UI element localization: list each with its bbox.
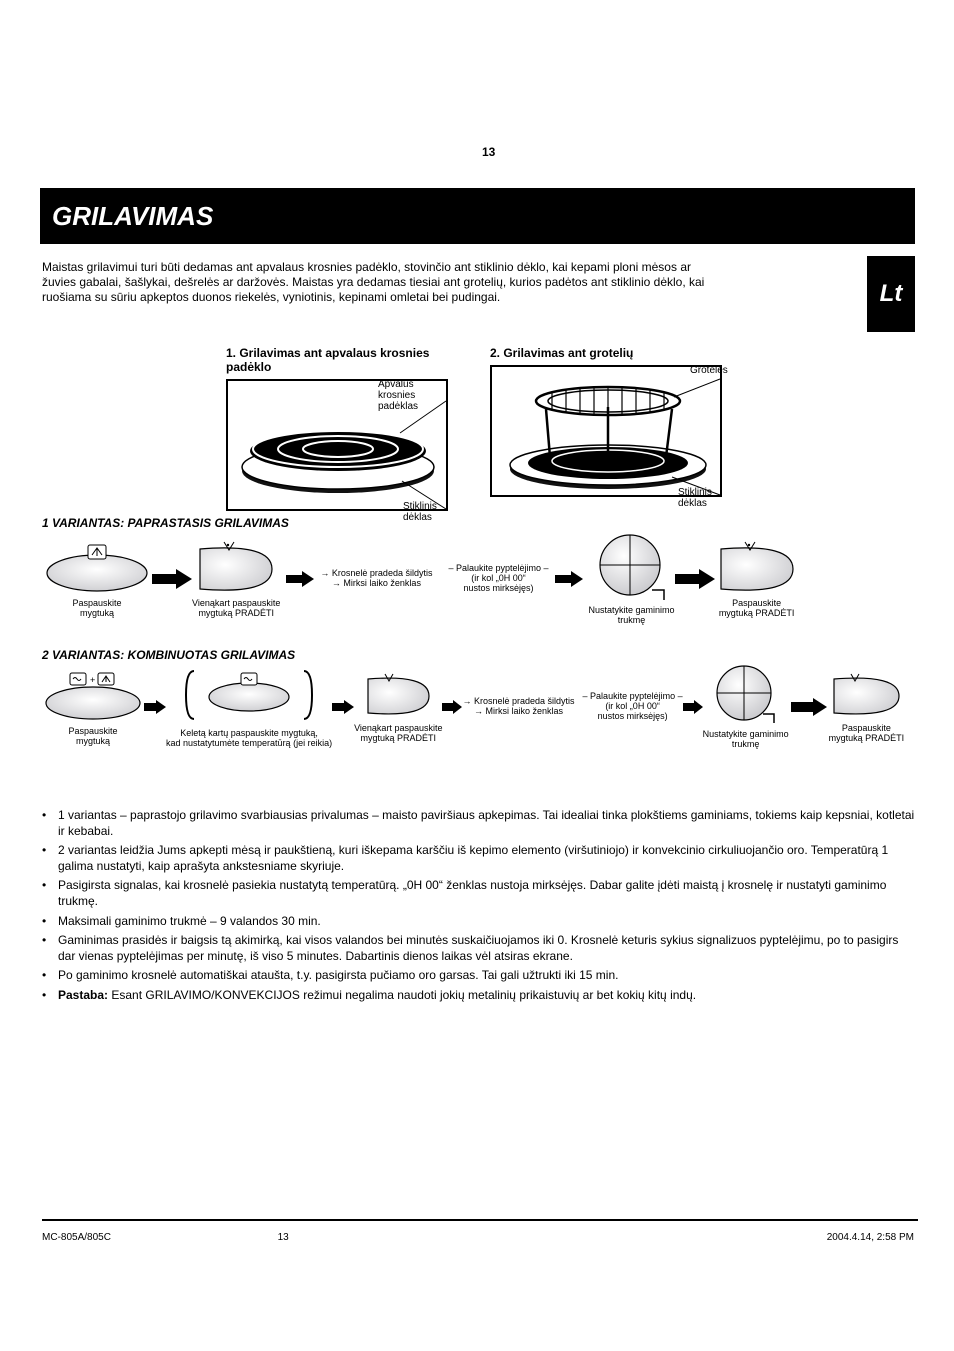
start-button-icon <box>194 539 278 595</box>
seq1-step4: – Palaukite pyptelėjimo – (ir kol „0H 00… <box>448 551 548 607</box>
bullet-dot: • <box>42 933 52 968</box>
language-tab: Lt <box>867 256 915 332</box>
sequence-1-title: 1 VARIANTAS: PAPRASTASIS GRILAVIMAS <box>42 516 918 530</box>
bullet-4: Maksimali gaminimo trukmė – 9 valandos 3… <box>58 914 321 930</box>
arrow-icon <box>789 698 829 716</box>
arrow-icon <box>280 571 320 587</box>
intro-paragraph: Maistas grilavimui turi būti dedamas ant… <box>42 260 712 305</box>
bullet-7-note: Pastaba: <box>58 988 108 1002</box>
seq2-step1-l2: mygtuką <box>68 737 117 747</box>
seq1-step5: Nustatykite gaminimo trukmę <box>589 532 675 626</box>
bullet-dot: • <box>42 988 52 1008</box>
seq1-step2: Vienąkart paspauskite mygtuką PRADĖTI <box>192 539 280 619</box>
sequence-1: 1 VARIANTAS: PAPRASTASIS GRILAVIMAS Pasp… <box>42 516 918 626</box>
seq1-step1: Paspauskite mygtuką <box>42 539 152 619</box>
footer-timestamp: 2004.4.14, 2:58 PM <box>827 1232 914 1243</box>
seq2-step2: Keletą kartų paspauskite mygtuką, kad nu… <box>166 665 332 749</box>
seq2-step5-l3: nustos mirksėjęs) <box>583 712 683 722</box>
section-title-bar: GRILAVIMAS <box>40 188 915 244</box>
arrow-icon <box>549 571 589 587</box>
grill-button-icon <box>42 539 152 595</box>
seq1-step5-l2: trukmę <box>589 616 675 626</box>
seq1-step3-l2: → Mirksi laiko ženklas <box>320 579 432 589</box>
bullet-1: 1 variantas – paprastojo grilavimo svarb… <box>58 808 918 839</box>
fig2-label-top: Grotelės <box>690 365 728 376</box>
seq1-step4-l3: nustos mirksėjęs) <box>448 584 548 594</box>
fig2-label-bottom: Stiklinis dėklas <box>678 487 720 509</box>
figure-1-caption: 1. Grilavimas ant apvalaus krosnies padė… <box>226 346 448 374</box>
sequence-2-title: 2 VARIANTAS: KOMBINUOTAS GRILAVIMAS <box>42 648 918 662</box>
bullet-dot: • <box>42 968 52 988</box>
bullet-7: Pastaba: Esant GRILAVIMO/KONVEKCIJOS rež… <box>58 988 696 1004</box>
figure-1: 1. Grilavimas ant apvalaus krosnies padė… <box>226 346 448 511</box>
page-number: 13 <box>482 145 495 159</box>
arrow-icon <box>683 700 703 714</box>
seq1-step6: Paspauskite mygtuką PRADĖTI <box>715 539 799 619</box>
seq2-step3-l2: mygtuką PRADĖTI <box>354 734 442 744</box>
seq2-step6-l2: trukmę <box>703 740 789 750</box>
bullet-2a: 2 variantas leidžia Jums apkepti mėsą ir… <box>58 843 639 857</box>
bullet-7c: indų. <box>670 988 696 1002</box>
seq1-step2-l2: mygtuką PRADĖTI <box>192 609 280 619</box>
bullet-5c: dienos laikas vėl atsiras ekrane. <box>403 949 573 963</box>
fig1-label-top: Apvalus krosnies padėklas <box>378 379 446 412</box>
sequence-2: 2 VARIANTAS: KOMBINUOTAS GRILAVIMAS + Pa… <box>42 648 918 750</box>
temp-button-bracket-icon <box>184 665 314 725</box>
seq1-step3: → Krosnelė pradeda šildytis → Mirksi lai… <box>320 551 432 607</box>
arrow-icon <box>675 569 715 589</box>
footer-divider <box>42 1219 918 1221</box>
seq2-step1: + Paspauskite mygtuką <box>42 667 144 747</box>
footer-model-text: MC-805A/805C <box>42 1232 111 1243</box>
bullet-5: Gaminimas prasidės ir baigsis tą akimirk… <box>58 933 918 964</box>
seq2-step3: Vienąkart paspauskite mygtuką PRADĖTI <box>354 670 442 744</box>
bullet-5a: Gaminimas prasidės ir baigsis tą akimirk… <box>58 933 657 947</box>
seq1-step6-l2: mygtuką PRADĖTI <box>719 609 795 619</box>
footer-page: 13 <box>278 1232 289 1243</box>
arrow-icon <box>332 700 354 714</box>
timer-dial-icon <box>597 532 667 602</box>
bullet-dot: • <box>42 914 52 934</box>
seq2-step6: Nustatykite gaminimo trukmę <box>703 664 789 750</box>
seq2-step5: – Palaukite pyptelėjimo – (ir kol „0H 00… <box>583 682 683 732</box>
seq2-step2-l2: kad nustatytumėte temperatūrą (jei reiki… <box>166 739 332 749</box>
bullet-list: •1 variantas – paprastojo grilavimo svar… <box>42 808 918 1008</box>
bullet-dot: • <box>42 878 52 913</box>
figure-2-caption: 2. Grilavimas ant grotelių <box>490 346 725 360</box>
footer-model: MC-805A/805C 13 <box>42 1232 289 1243</box>
seq2-step7: Paspauskite mygtuką PRADĖTI <box>829 670 905 744</box>
timer-dial-icon <box>715 664 777 726</box>
bullet-3: Pasigirsta signalas, kai krosnelė pasiek… <box>58 878 918 909</box>
bullet-dot: • <box>42 808 52 843</box>
arrow-icon <box>152 569 192 589</box>
seq2-step4-l2: → Mirksi laiko ženklas <box>462 707 574 717</box>
seq1-step1-l2: mygtuką <box>72 609 121 619</box>
bullet-6: Po gaminimo krosnelė automatiškai ataušt… <box>58 968 618 984</box>
figure-2: 2. Grilavimas ant grotelių <box>490 346 725 497</box>
seq2-step7-l2: mygtuką PRADĖTI <box>829 734 905 744</box>
rack-on-glass-icon <box>492 367 724 499</box>
start-button-icon <box>829 670 903 720</box>
seq2-step4: → Krosnelė pradeda šildytis → Mirksi lai… <box>462 682 574 732</box>
figure-2-box: Grotelės Stiklinis dėklas <box>490 365 722 497</box>
arrow-icon <box>144 700 166 714</box>
svg-text:+: + <box>90 675 95 685</box>
bullet-2: 2 variantas leidžia Jums apkepti mėsą ir… <box>58 843 918 874</box>
figure-1-box: Apvalus krosnies padėklas Stiklinis dėkl… <box>226 379 448 511</box>
arrow-icon <box>442 700 462 714</box>
start-button-icon <box>715 539 799 595</box>
combi-button-icon: + <box>42 667 144 723</box>
bullet-dot: • <box>42 843 52 878</box>
intro-line-1: Maistas grilavimui turi būti dedamas ant… <box>42 260 638 274</box>
bullet-7b: Esant GRILAVIMO/KONVEKCIJOS režimui nega… <box>111 988 666 1002</box>
start-button-icon <box>363 670 433 720</box>
